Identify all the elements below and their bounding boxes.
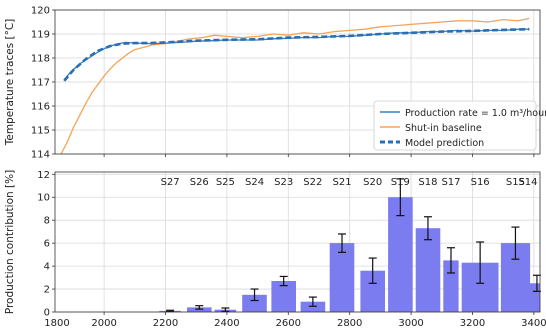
legend-frame: [373, 100, 537, 151]
top-y-tick-label: 118: [31, 54, 50, 65]
bar-label-s22: S22: [303, 177, 322, 188]
temperature-traces-panel: 114 115 116 117 118 119 120 Temperature traces…: [4, 6, 546, 161]
bottom-x-tick-label: 2200: [153, 318, 178, 329]
bar-label-s24: S24: [245, 177, 264, 188]
bar-label-s19: S19: [391, 177, 410, 188]
bar-s14: [530, 283, 540, 312]
bar-label-s23: S23: [274, 177, 293, 188]
bar-label-s17: S17: [441, 177, 460, 188]
series-line-shut-in-baseline: [60, 17, 530, 155]
bar-label-s16: S16: [471, 177, 490, 188]
bottom-y-tick-label: 10: [37, 193, 50, 204]
bottom-y-tick-label: 2: [44, 285, 50, 296]
bottom-bar-labels: S27 S26 S25 S24 S23 S22 S21 S20 S19 S18 S17 S16 S15S…: [161, 177, 538, 188]
bottom-x-tick-label: 2600: [276, 318, 301, 329]
top-y-tick-label: 120: [31, 6, 50, 17]
legend: Production rate = 1.0 m³/hour Shut-in ba…: [373, 100, 546, 151]
bar-label-s26: S26: [190, 177, 209, 188]
bottom-y-tick-label: 12: [37, 170, 50, 181]
bottom-x-tick-label: 3200: [460, 318, 485, 329]
top-series: [60, 17, 530, 155]
bar-s24: [242, 294, 267, 312]
bar-label-s15: S15: [506, 177, 525, 188]
bar-label-s18: S18: [418, 177, 437, 188]
legend-label-shut-in-baseline: Shut-in baseline: [405, 123, 482, 134]
bottom-error-bars: [166, 178, 541, 313]
bar-s18: [415, 228, 441, 312]
top-y-tick-label: 117: [31, 78, 50, 89]
top-y-axis-label: Temperature traces [°C]: [4, 19, 16, 147]
bar-label-s27: S27: [161, 177, 180, 188]
bottom-x-tick-label: 3400: [521, 318, 546, 329]
bottom-x-tick-label: 1800: [44, 318, 69, 329]
top-ticks: 114 115 116 117 118 119 120: [31, 6, 535, 161]
top-y-tick-label: 119: [31, 30, 50, 41]
bar-label-s20: S20: [363, 177, 382, 188]
bar-s21: [329, 243, 355, 312]
top-y-tick-label: 116: [31, 102, 50, 113]
series-line-model-prediction: [63, 27, 530, 82]
bar-label-s14: S14: [518, 177, 537, 188]
bottom-y-tick-label: 4: [44, 262, 50, 273]
top-y-tick-label: 114: [31, 150, 50, 161]
bottom-y-tick-label: 8: [44, 216, 50, 227]
bottom-y-axis-label: Production contribution [%]: [4, 170, 16, 314]
bottom-y-tick-label: 0: [44, 308, 50, 319]
bottom-ticks: 1800 2000 2200 2400 2600 2800 3000 3200 3400 0 2 4 6…: [37, 170, 546, 329]
bar-s19: [388, 197, 413, 312]
production-contribution-panel: S27 S26 S25 S24 S23 S22 S21 S20 S19 S18 S17 S16 S15S…: [4, 170, 546, 329]
bottom-x-tick-label: 3000: [398, 318, 423, 329]
bar-label-s21: S21: [332, 177, 351, 188]
legend-label-model-prediction: Model prediction: [405, 138, 484, 149]
top-y-tick-label: 115: [31, 126, 50, 137]
bottom-x-tick-label: 2000: [91, 318, 116, 329]
bottom-plot-frame: [54, 171, 541, 313]
legend-label-production-rate: Production rate = 1.0 m³/hour: [405, 108, 546, 119]
bottom-x-tick-label: 2800: [337, 318, 362, 329]
bar-label-s25: S25: [216, 177, 235, 188]
bottom-y-tick-label: 6: [44, 239, 50, 250]
bottom-x-tick-label: 2400: [214, 318, 239, 329]
